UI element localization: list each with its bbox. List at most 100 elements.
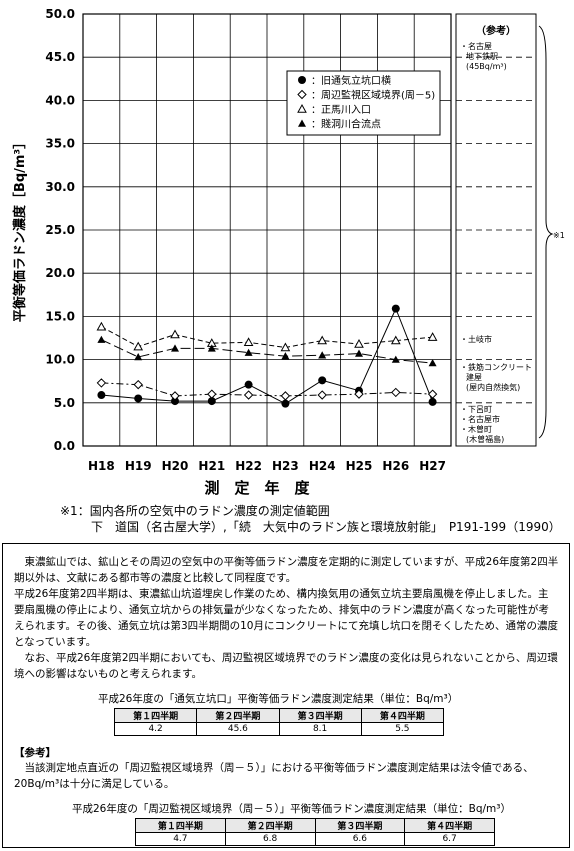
- y-tick-label: 45.0: [45, 50, 75, 64]
- table2-cell: 6.8: [224, 832, 316, 846]
- y-tick-label: 0.0: [54, 439, 75, 453]
- series-2: [96, 378, 438, 401]
- table2: 第１四半期 第２四半期 第３四半期 第４四半期 4.7 6.8 6.6 6.7: [135, 818, 495, 846]
- reference-entry: ・名古屋: [460, 41, 492, 51]
- reference-heading: 【参考】: [14, 747, 56, 759]
- data-point: [317, 335, 328, 345]
- x-tick-label: H24: [309, 459, 336, 473]
- data-point: [243, 337, 254, 347]
- series-group: [96, 304, 438, 408]
- data-point: [96, 378, 107, 388]
- data-point: [428, 359, 437, 367]
- data-point: [171, 397, 179, 406]
- y-axis-label: 平衡等価ラドン濃度［Bq/m³］: [12, 136, 28, 322]
- data-point: [134, 353, 143, 361]
- data-point: [355, 349, 363, 357]
- data-point: [427, 332, 438, 341]
- table1-header: 第１四半期: [113, 708, 198, 723]
- table1-cell: 5.5: [360, 722, 445, 736]
- data-point: [170, 391, 180, 401]
- explanation-box: [2, 543, 570, 848]
- series-line: [101, 339, 433, 364]
- data-point: [97, 335, 106, 343]
- range-mark: ※1: [553, 231, 565, 240]
- legend-entry: ：正馬川入口: [311, 104, 371, 116]
- data-point: [280, 342, 291, 352]
- data-point: [280, 391, 291, 401]
- data-point: [171, 344, 179, 352]
- data-point: [207, 344, 216, 352]
- x-tick-label: H25: [346, 459, 373, 473]
- series-4: [97, 335, 437, 367]
- reference-entry-sub: ・木曽町: [460, 424, 492, 434]
- chart-legend: ：旧通気立坑口横 ：周辺監視区域境界(周－5) ：正馬川入口 ：賤洞川合流点: [286, 70, 441, 136]
- x-tick-label: H27: [419, 459, 446, 473]
- y-tick-label: 10.0: [45, 353, 75, 367]
- reference-entry-sub: ・名古屋市: [460, 414, 500, 424]
- data-point: [391, 304, 400, 313]
- data-point: [354, 389, 364, 399]
- data-point: [354, 339, 364, 348]
- table2-cell: 6.6: [314, 832, 406, 846]
- table1-cell: 8.1: [278, 722, 362, 736]
- x-tick-label: H20: [162, 459, 189, 473]
- table2-cell: 6.7: [404, 832, 495, 846]
- data-point: [281, 352, 290, 360]
- x-tick-labels: H18 H19 H20 H21 H22 H23 H24 H25 H26 H27: [88, 459, 446, 473]
- legend-entry: ：賤洞川合流点: [311, 118, 381, 131]
- legend-box: [286, 70, 441, 136]
- table2-header: 第３四半期: [314, 818, 406, 833]
- data-point: [243, 390, 254, 400]
- reference-entry-sub: (屋内自然換気): [466, 382, 520, 392]
- series-line: [101, 307, 434, 405]
- legend-marker: [297, 89, 307, 100]
- reference-entry-sub: (45Bq/m³): [466, 62, 507, 71]
- data-point: [391, 387, 401, 398]
- reference-text: 当該測定地点直近の「周辺監視区域境界（周－５）」における平衡等価ラドン濃度測定結…: [14, 762, 534, 790]
- data-point: [134, 394, 143, 403]
- legend-marker: [298, 119, 306, 127]
- x-tick-label: H18: [88, 459, 115, 473]
- table1-cell: 45.6: [196, 722, 280, 736]
- table2-header: 第１四半期: [135, 818, 226, 833]
- data-point: [207, 397, 216, 406]
- reference-entry: ・土岐市: [460, 334, 492, 344]
- data-point: [428, 397, 437, 406]
- table1-header: 第３四半期: [278, 708, 362, 723]
- data-point: [244, 380, 253, 389]
- x-tick-label: H23: [272, 459, 299, 473]
- explanation-paragraph-2: 平成26年度第2四半期は、東濃鉱山坑道埋戻し作業のため、構内換気用の通気立坑主要…: [14, 588, 558, 648]
- reference-entry-sub: (木曽福島): [466, 434, 504, 444]
- data-point: [317, 390, 327, 400]
- x-tick-label: H19: [125, 459, 152, 473]
- reference-entry-sub: 建屋: [466, 372, 482, 382]
- table2-cell: 4.7: [135, 832, 226, 846]
- data-point: [96, 321, 107, 331]
- y-tick-label: 25.0: [45, 223, 75, 237]
- table1-header: 第２四半期: [196, 708, 280, 723]
- table2-title: 平成26年度の「周辺監視区域境界（周－５）」平衡等価ラドン濃度測定結果（単位：B…: [72, 803, 511, 815]
- series-1: [97, 304, 437, 408]
- reference-entry: ・鉄筋コンクリート: [460, 362, 532, 372]
- x-tick-label: H21: [198, 459, 225, 473]
- data-point: [207, 389, 217, 399]
- y-tick-label: 50.0: [45, 7, 75, 21]
- data-point: [281, 399, 290, 408]
- range-brace: [538, 25, 554, 439]
- data-point: [170, 329, 180, 339]
- x-tick-label: H26: [382, 459, 409, 473]
- legend-entry: ：旧通気立坑口横: [311, 74, 391, 87]
- table1-header: 第４四半期: [360, 708, 445, 723]
- series-3: [96, 321, 438, 352]
- legend-marker: [297, 103, 307, 113]
- reference-entry-sub: 地下鉄駅: [466, 51, 498, 61]
- footnote-line-2: 下 道国（名古屋大学）,「続 大気中のラドン族と環境放射能」 P191-199（…: [91, 520, 561, 534]
- reference-title: （参考）: [476, 24, 516, 37]
- x-tick-label: H22: [235, 459, 262, 473]
- explanation-paragraph-3: なお、平成26年度第2四半期においても、周辺監視区域境界でのラドン濃度の変化は見…: [14, 652, 558, 680]
- legend-entry: ：周辺監視区域境界(周－5): [311, 89, 435, 102]
- table2-header: 第４四半期: [404, 818, 495, 833]
- x-axis-label: 測 定 年 度: [204, 479, 310, 497]
- data-point: [133, 341, 144, 351]
